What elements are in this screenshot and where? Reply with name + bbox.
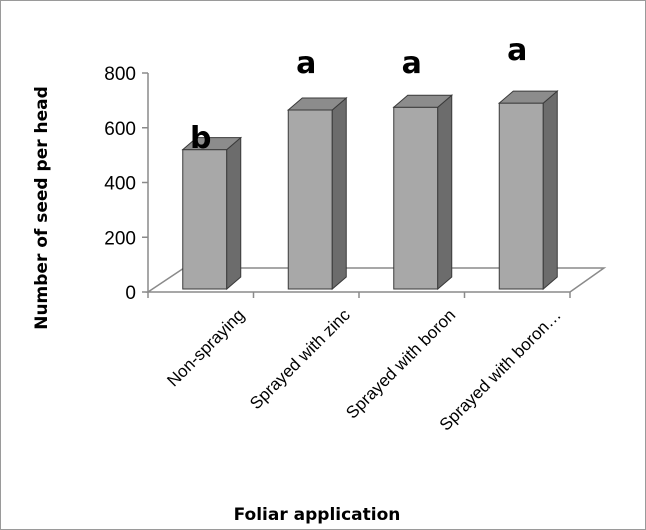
x-tick-label: Non-spraying <box>163 305 248 390</box>
significance-letter: a <box>402 46 422 81</box>
bar-side <box>437 94 453 291</box>
x-tick-label: Sprayed with boron… <box>436 305 565 434</box>
x-axis-title: Foliar application <box>234 505 401 525</box>
bar-top <box>392 94 454 108</box>
bar-top <box>286 97 348 111</box>
significance-letter: b <box>190 121 211 156</box>
significance-labels: b a a a <box>190 33 527 156</box>
bar-front <box>182 149 228 290</box>
chart-floor <box>145 267 607 293</box>
floor-plane <box>145 267 607 293</box>
bar-top <box>497 90 559 104</box>
significance-letter: a <box>507 33 527 68</box>
y-tick-labels: 0 200 400 600 800 <box>104 64 136 304</box>
y-tick-label: 600 <box>104 119 136 140</box>
bar-top <box>181 137 243 151</box>
bar <box>181 136 243 291</box>
bar <box>286 96 348 291</box>
y-tick-label: 800 <box>104 64 136 85</box>
bar <box>497 90 559 291</box>
bar-front <box>498 102 544 290</box>
bar-front <box>393 106 439 290</box>
y-tick-label: 400 <box>104 174 136 195</box>
bars <box>181 90 559 291</box>
bar-side <box>331 96 347 291</box>
bar-front <box>287 109 333 290</box>
y-tick-label: 0 <box>125 283 136 304</box>
y-axis <box>142 72 571 298</box>
x-tick-label: Sprayed with boron <box>342 305 459 422</box>
x-tick-label: Sprayed with zinc <box>246 305 354 413</box>
bar-side <box>542 90 558 291</box>
significance-letter: a <box>296 46 316 81</box>
y-axis-title: Number of seed per head <box>32 86 52 330</box>
bar-side <box>226 136 242 291</box>
bar <box>392 94 454 291</box>
y-tick-label: 200 <box>104 228 136 249</box>
